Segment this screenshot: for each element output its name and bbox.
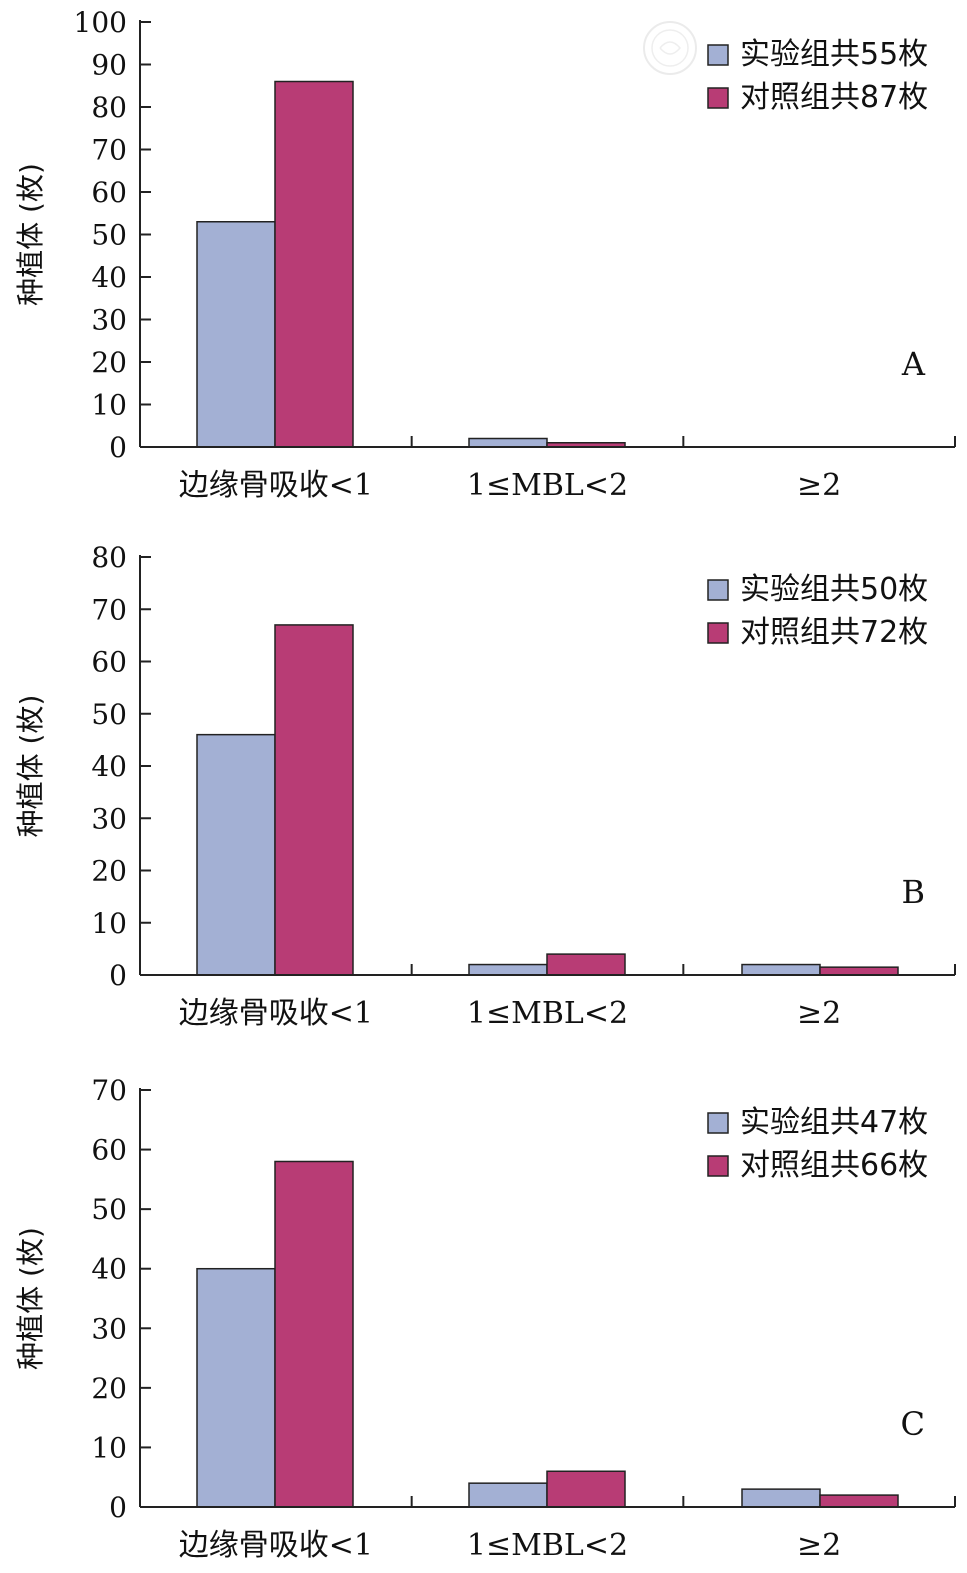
x-category-label: ≥2 [797,996,841,1031]
legend-swatch [707,1112,729,1134]
legend-label: 实验组共50枚 [740,572,928,607]
x-category-label: 边缘骨吸收<1 [179,468,373,503]
y-tick-label: 10 [91,907,127,940]
y-tick-label: 50 [91,1193,127,1226]
y-tick-label: 40 [91,261,127,294]
watermark-seal-icon [640,18,700,82]
legend-swatch [707,622,729,644]
y-tick-label: 0 [109,959,127,992]
y-tick-label: 20 [91,855,127,888]
bar-experimental-2 [741,1488,821,1508]
y-tick-label: 50 [91,219,127,252]
x-category-label: 边缘骨吸收<1 [179,996,373,1031]
y-tick-label: 60 [91,646,127,679]
y-tick-label: 40 [91,1253,127,1286]
y-tick-label: 50 [91,698,127,731]
bar-experimental-0 [196,221,276,448]
bar-control-0 [274,1160,354,1508]
y-tick-label: 70 [91,593,127,626]
y-tick-label: 30 [91,304,127,337]
bar-control-1 [546,1470,626,1508]
bar-experimental-0 [196,733,276,976]
bar-experimental-2 [741,963,821,976]
y-axis-label: 种植体 (枚) [14,163,47,306]
y-tick-label: 80 [91,91,127,124]
bar-control-2 [819,966,899,976]
x-category-label: 1≤MBL<2 [467,468,628,503]
y-tick-label: 60 [91,1134,127,1167]
bar-control-2 [819,1494,899,1508]
y-tick-label: 70 [91,134,127,167]
bar-experimental-1 [468,437,548,448]
chart-panel-b: 0 10 20 30 40 50 60 70 80 边缘骨吸收<1 1≤MBL<2 ≥2 种植体 (枚)… [14,541,956,1031]
y-tick-label: 0 [109,1491,127,1524]
x-category-label: 1≤MBL<2 [467,1528,628,1563]
legend-swatch [707,579,729,601]
y-tick-label: 80 [91,541,127,574]
legend-label: 对照组共66枚 [740,1148,928,1183]
x-category-label: 1≤MBL<2 [467,996,628,1031]
legend-swatch [707,44,729,66]
panel-label: B [901,873,925,911]
bar-experimental-1 [468,1482,548,1508]
y-tick-label: 10 [91,389,127,422]
y-tick-label: 20 [91,1372,127,1405]
y-tick-label: 20 [91,346,127,379]
y-tick-label: 0 [109,431,127,464]
bar-control-1 [546,953,626,976]
y-tick-label: 30 [91,802,127,835]
legend-label: 对照组共87枚 [740,80,928,115]
y-axis-label: 种植体 (枚) [14,1227,47,1370]
chart-panel-c: 0 10 20 30 40 50 60 70 边缘骨吸收<1 1≤MBL<2 ≥2 种植体 (枚) 实验… [14,1074,956,1563]
bar-control-0 [274,624,354,976]
bar-experimental-0 [196,1267,276,1508]
y-tick-label: 60 [91,176,127,209]
y-axis-label: 种植体 (枚) [14,695,47,838]
panel-label: A [901,345,926,383]
x-category-label: 边缘骨吸收<1 [179,1528,373,1563]
legend-label: 对照组共72枚 [740,615,928,650]
legend-label: 实验组共55枚 [740,37,928,72]
y-tick-label: 30 [91,1312,127,1345]
y-tick-label: 40 [91,750,127,783]
bar-control-0 [274,80,354,448]
legend-label: 实验组共47枚 [740,1105,928,1140]
y-tick-label: 10 [91,1431,127,1464]
chart-panel-a: 0 10 20 30 40 50 60 70 80 90 100 边缘骨吸收<1 1≤MBL<2 ≥2 种植… [14,6,956,503]
panel-label: C [901,1405,925,1443]
y-tick-label: 100 [74,6,127,39]
x-category-label: ≥2 [797,468,841,503]
bar-experimental-1 [468,963,548,976]
y-tick-label: 70 [91,1074,127,1107]
x-category-label: ≥2 [797,1528,841,1563]
y-tick-label: 90 [91,49,127,82]
legend-swatch [707,87,729,109]
legend-swatch [707,1155,729,1177]
